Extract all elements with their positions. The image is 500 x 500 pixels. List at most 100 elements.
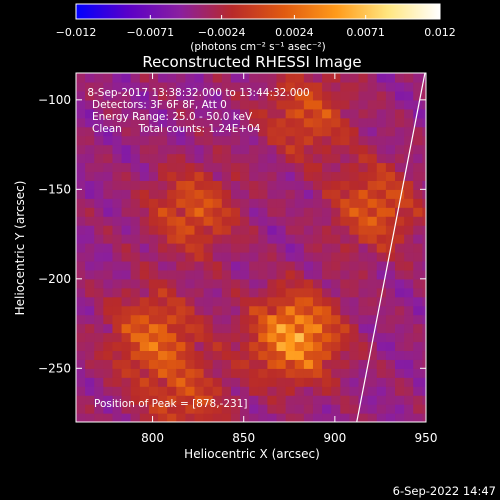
heatmap-cell	[103, 135, 114, 146]
heatmap-cell	[312, 73, 323, 83]
heatmap-cell	[267, 90, 278, 101]
heatmap-cell	[312, 296, 323, 307]
x-tick-label: 800	[141, 431, 164, 445]
heatmap-cell	[221, 251, 232, 262]
heatmap-cell	[139, 368, 150, 378]
heatmap-cell	[121, 171, 132, 181]
heatmap-cell	[312, 144, 323, 155]
heatmap-cell	[349, 404, 360, 414]
heatmap-cell	[130, 377, 141, 387]
heatmap-cell	[167, 332, 177, 343]
heatmap-cell	[258, 386, 269, 396]
heatmap-cell	[121, 234, 132, 244]
heatmap-cell	[258, 296, 269, 307]
heatmap-cell	[404, 73, 414, 83]
heatmap-cell	[139, 189, 150, 199]
heatmap-cell	[267, 260, 278, 271]
heatmap-cell	[158, 314, 168, 325]
heatmap-cell	[103, 359, 114, 369]
plot-area: 800 850 900 950−100−150−200−250 8-Sep-2017 …	[38, 72, 437, 445]
heatmap-cell	[76, 243, 86, 253]
heatmap-cell	[167, 207, 177, 217]
heatmap-cell	[349, 413, 360, 422]
heatmap-cell	[148, 153, 159, 164]
heatmap-cell	[358, 198, 369, 208]
heatmap-cell	[112, 225, 123, 235]
heatmap-cell	[422, 287, 426, 298]
heatmap-cell	[85, 180, 95, 190]
heatmap-cell	[322, 251, 332, 262]
heatmap-cell	[285, 117, 296, 128]
heatmap-cell	[285, 359, 296, 369]
heatmap-cell	[312, 377, 323, 387]
heatmap-cell	[276, 126, 287, 137]
heatmap-cell	[203, 99, 214, 110]
heatmap-cell	[303, 180, 314, 190]
heatmap-cell	[413, 81, 423, 92]
heatmap-cell	[340, 153, 351, 164]
heatmap-cell	[312, 90, 323, 101]
heatmap-cell	[176, 413, 186, 422]
heatmap-cell	[322, 350, 332, 360]
heatmap-cell	[312, 216, 323, 226]
heatmap-cell	[221, 117, 232, 128]
heatmap-cell	[139, 386, 150, 396]
heatmap-cell	[176, 216, 186, 226]
heatmap-cell	[322, 269, 332, 280]
heatmap-cell	[103, 260, 114, 271]
heatmap-cell	[221, 377, 232, 387]
heatmap-cell	[212, 341, 223, 352]
heatmap-cell	[103, 404, 114, 414]
heatmap-cell	[267, 135, 278, 146]
heatmap-cell	[230, 144, 241, 155]
heatmap-cell	[267, 350, 278, 360]
heatmap-cell	[413, 153, 423, 164]
heatmap-cell	[303, 251, 314, 262]
heatmap-cell	[249, 153, 259, 164]
heatmap-cell	[221, 278, 232, 289]
footer-timestamp: 6-Sep-2022 14:47	[393, 484, 496, 498]
heatmap-cell	[312, 395, 323, 405]
heatmap-cell	[112, 207, 123, 217]
colorbar-tick-label: 0.0024	[275, 26, 314, 39]
heatmap-cell	[376, 368, 387, 378]
heatmap-cell	[121, 404, 132, 414]
heatmap-cell	[303, 117, 314, 128]
heatmap-cell	[385, 225, 396, 235]
heatmap-cell	[221, 243, 232, 253]
heatmap-cell	[267, 198, 278, 208]
heatmap-cell	[139, 207, 150, 217]
heatmap-cell	[158, 117, 168, 128]
heatmap-cell	[331, 144, 341, 155]
heatmap-cell	[367, 260, 378, 271]
heatmap-cell	[121, 73, 132, 83]
heatmap-cell	[94, 144, 104, 155]
heatmap-cell	[340, 296, 351, 307]
heatmap-cell	[121, 207, 132, 217]
heatmap-cell	[367, 189, 378, 199]
heatmap-cell	[276, 296, 287, 307]
heatmap-cell	[331, 368, 341, 378]
heatmap-cell	[376, 207, 387, 217]
heatmap-cell	[221, 207, 232, 217]
heatmap-cell	[395, 99, 405, 110]
heatmap-cell	[212, 243, 223, 253]
heatmap-cell	[76, 126, 86, 137]
heatmap-cell	[294, 243, 305, 253]
heatmap-cell	[212, 314, 223, 325]
heatmap-cell	[185, 278, 196, 289]
heatmap-cell	[212, 108, 223, 119]
heatmap-cell	[185, 251, 196, 262]
heatmap-cell	[221, 90, 232, 101]
heatmap-cell	[112, 81, 123, 92]
heatmap-cell	[139, 243, 150, 253]
heatmap-cell	[276, 180, 287, 190]
heatmap-cell	[376, 350, 387, 360]
heatmap-cell	[385, 126, 396, 137]
heatmap-cell	[303, 296, 314, 307]
heatmap-cell	[212, 81, 223, 92]
heatmap-cell	[422, 359, 426, 369]
heatmap-cell	[340, 99, 351, 110]
heatmap-cell	[258, 278, 269, 289]
heatmap-cell	[249, 350, 259, 360]
